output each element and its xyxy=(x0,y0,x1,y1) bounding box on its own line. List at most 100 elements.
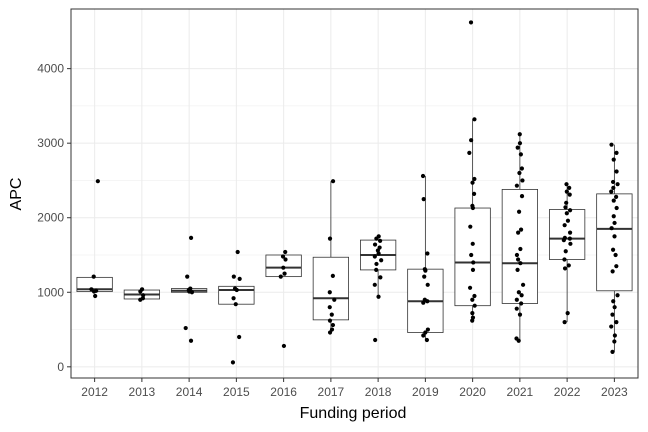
data-point xyxy=(374,267,379,273)
data-point xyxy=(231,274,236,279)
data-point xyxy=(327,290,332,295)
data-point xyxy=(615,293,620,298)
data-point xyxy=(283,257,288,262)
data-point xyxy=(514,252,520,258)
data-point xyxy=(237,334,242,340)
data-point xyxy=(567,192,572,197)
data-point xyxy=(91,289,97,294)
data-point xyxy=(278,274,283,279)
box xyxy=(501,188,538,304)
x-tick-label: 2015 xyxy=(223,385,250,399)
y-tick-label: 2000 xyxy=(37,211,64,225)
data-point xyxy=(514,306,519,311)
data-point xyxy=(516,338,521,343)
panel-border xyxy=(70,8,639,379)
data-point xyxy=(327,318,333,323)
data-point xyxy=(234,287,239,293)
data-point xyxy=(614,319,619,325)
x-tick-label: 2023 xyxy=(601,385,628,399)
data-point xyxy=(471,191,477,196)
data-point xyxy=(280,254,286,259)
y-axis-title: APC xyxy=(8,178,25,211)
data-point xyxy=(231,296,236,301)
data-point xyxy=(563,249,568,254)
data-point xyxy=(189,290,195,295)
x-tick-label: 2018 xyxy=(365,385,392,399)
data-point xyxy=(423,268,428,273)
data-point xyxy=(283,249,288,255)
data-point xyxy=(424,337,430,343)
data-point xyxy=(564,182,569,187)
data-point xyxy=(425,251,430,256)
data-point xyxy=(327,330,333,335)
data-point xyxy=(282,271,287,276)
y-tick-label: 3000 xyxy=(37,136,64,150)
data-point xyxy=(611,157,616,162)
data-point xyxy=(472,176,477,182)
data-point xyxy=(562,266,568,271)
data-point xyxy=(514,183,519,188)
data-point xyxy=(611,185,616,191)
data-point xyxy=(372,254,377,259)
data-point xyxy=(374,236,379,241)
data-point xyxy=(611,299,616,304)
data-point xyxy=(372,242,378,247)
data-point xyxy=(470,297,475,302)
data-point xyxy=(467,150,472,155)
data-point xyxy=(185,274,190,279)
data-point xyxy=(332,297,337,302)
data-point xyxy=(520,178,525,183)
data-point xyxy=(373,337,378,343)
data-point xyxy=(420,173,426,179)
x-tick-label: 2014 xyxy=(176,385,203,399)
data-point xyxy=(567,236,572,241)
data-point xyxy=(372,282,377,287)
data-point xyxy=(470,180,475,185)
data-point xyxy=(516,230,521,235)
y-tick-label: 1000 xyxy=(37,285,64,299)
data-point xyxy=(470,311,475,316)
data-point xyxy=(330,273,335,278)
data-point xyxy=(518,152,523,157)
data-point xyxy=(615,182,620,187)
data-point xyxy=(330,322,336,328)
data-point xyxy=(421,300,426,305)
data-point xyxy=(425,327,430,332)
y-tick-label: 4000 xyxy=(37,62,64,76)
data-point xyxy=(609,324,614,329)
data-point xyxy=(93,293,98,299)
data-point xyxy=(515,145,520,150)
data-point xyxy=(519,293,524,298)
data-point xyxy=(517,170,522,176)
point-layer xyxy=(89,20,620,365)
x-tick-label: 2012 xyxy=(81,385,108,399)
data-point xyxy=(564,211,569,216)
data-point xyxy=(610,179,616,185)
data-point xyxy=(376,294,381,299)
data-point xyxy=(423,330,428,335)
data-point xyxy=(515,257,521,262)
data-point xyxy=(614,150,619,155)
data-point xyxy=(188,338,194,343)
data-point xyxy=(568,241,573,246)
data-point xyxy=(519,194,525,199)
data-point xyxy=(609,189,614,194)
data-point xyxy=(563,205,568,210)
data-point xyxy=(183,325,188,331)
data-point xyxy=(422,274,427,279)
data-point xyxy=(470,205,475,211)
data-point xyxy=(421,196,426,202)
data-point xyxy=(518,227,524,232)
data-point xyxy=(233,302,238,307)
data-point xyxy=(613,252,618,258)
data-point xyxy=(378,275,383,280)
x-tick-label: 2020 xyxy=(459,385,486,399)
data-point xyxy=(469,252,474,258)
data-point xyxy=(610,247,616,252)
data-point xyxy=(374,261,379,267)
y-tick-label: 0 xyxy=(57,360,64,374)
data-point xyxy=(610,269,615,274)
data-point xyxy=(378,238,383,243)
